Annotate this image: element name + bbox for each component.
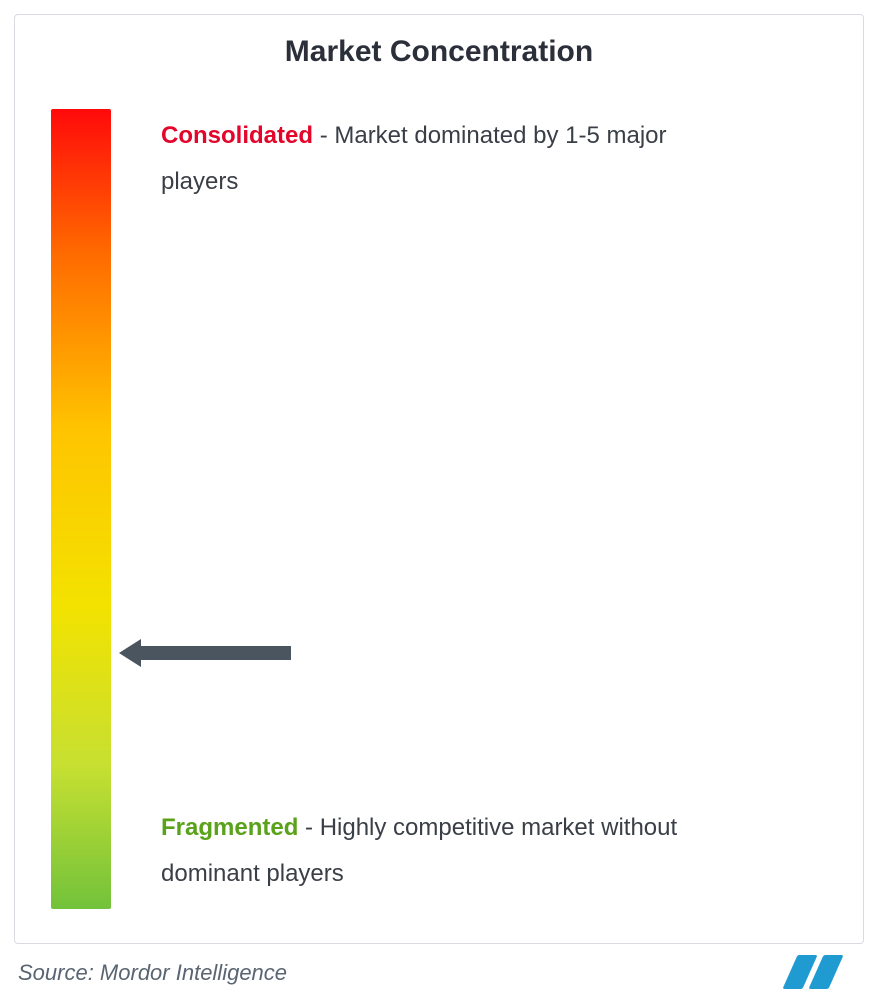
arrow-left-icon (119, 639, 141, 667)
chart-card: Market Concentration Consolidated - Mark… (14, 14, 864, 944)
fragmented-text-line1: - Highly competitive market without (305, 814, 677, 841)
consolidated-label: Consolidated (161, 122, 313, 149)
arrow-shaft (141, 646, 291, 660)
brand-logo (790, 955, 836, 989)
fragmented-label: Fragmented (161, 814, 298, 841)
position-indicator-arrow (119, 639, 291, 667)
chart-title: Market Concentration (15, 35, 863, 69)
consolidated-description: Consolidated - Market dominated by 1-5 m… (161, 113, 811, 204)
concentration-gradient-bar (51, 109, 111, 909)
consolidated-text-line2: players (161, 168, 238, 195)
fragmented-text-line2: dominant players (161, 860, 344, 887)
source-attribution: Source: Mordor Intelligence (18, 960, 287, 986)
consolidated-text-line1: - Market dominated by 1-5 major (320, 122, 667, 149)
fragmented-description: Fragmented - Highly competitive market w… (161, 805, 811, 896)
